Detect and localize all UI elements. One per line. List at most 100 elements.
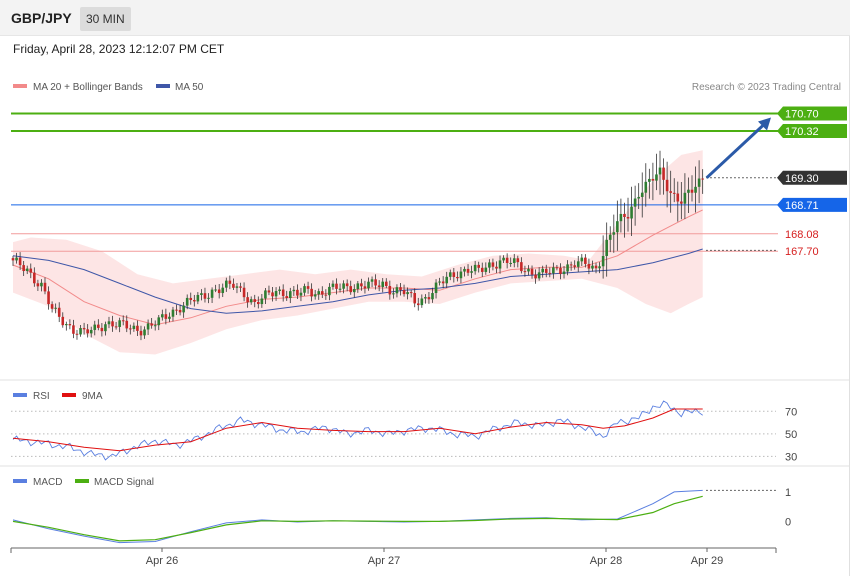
- candle-bearish: [388, 285, 392, 295]
- candle-bearish: [544, 268, 548, 273]
- level-label: 168.08: [785, 229, 819, 241]
- level-tag-label: 169.30: [785, 173, 819, 185]
- candle-bearish: [520, 262, 523, 272]
- candle-bearish: [114, 326, 118, 328]
- candle-bearish: [86, 329, 89, 334]
- candle-bearish: [306, 286, 310, 289]
- ma50-line: [12, 248, 703, 314]
- candle-bullish: [370, 279, 374, 282]
- candle-bullish: [591, 265, 594, 269]
- candle-bullish: [107, 321, 111, 325]
- candle-bullish: [288, 291, 292, 299]
- macd-line: [12, 489, 703, 544]
- candle-bullish: [342, 283, 345, 289]
- ma20-legend-swatch: [13, 84, 27, 88]
- candle-bearish: [50, 304, 54, 309]
- candle-bearish: [139, 330, 143, 336]
- candle-bullish: [200, 293, 203, 295]
- candle-bullish: [367, 281, 370, 289]
- candle-bearish: [72, 325, 75, 334]
- forecast-arrow-head: [758, 117, 771, 131]
- candle-bearish: [651, 178, 655, 181]
- macd-signal-legend-label: MACD Signal: [94, 477, 154, 488]
- macd-legend-swatch: [13, 479, 27, 483]
- candle-bearish: [11, 258, 15, 261]
- candle-bullish: [303, 286, 306, 293]
- rsi-tick-label: 30: [785, 451, 797, 463]
- candle-bearish: [377, 285, 381, 287]
- level-tag-target: [777, 106, 847, 121]
- candle-bullish: [79, 328, 82, 335]
- candle-bullish: [616, 221, 619, 233]
- candle-bearish: [217, 289, 221, 294]
- candle-bearish: [491, 262, 495, 267]
- candle-bullish: [104, 324, 107, 332]
- candle-bullish: [93, 324, 97, 330]
- level-tag-pivot: [777, 197, 847, 212]
- macd-panel: 10: [12, 487, 791, 544]
- candle-bullish: [54, 307, 57, 309]
- candle-bullish: [260, 298, 264, 305]
- rsi-ma-line: [12, 408, 703, 452]
- candle-bearish: [324, 294, 328, 296]
- candle-bullish: [207, 297, 210, 299]
- candle-bullish: [249, 299, 253, 303]
- chart-header: GBP/JPY 30 MIN: [0, 0, 850, 36]
- candle-bullish: [633, 198, 637, 207]
- interval-button[interactable]: 30 MIN: [80, 7, 131, 31]
- candle-bullish: [235, 286, 239, 288]
- macd-tick-label: 1: [785, 487, 791, 499]
- candle-bearish: [345, 283, 349, 287]
- candle-bullish: [488, 262, 491, 268]
- candle-bearish: [523, 271, 527, 273]
- candle-bearish: [335, 283, 338, 289]
- candle-bearish: [534, 274, 537, 279]
- candle-bullish: [612, 232, 616, 235]
- rsi-tick-label: 50: [785, 429, 797, 441]
- candle-bearish: [416, 303, 420, 306]
- candle-bullish: [655, 174, 658, 181]
- candle-bearish: [203, 293, 207, 299]
- candle-bearish: [125, 320, 129, 329]
- bollinger-band: [13, 150, 703, 355]
- candle-bearish: [75, 333, 79, 335]
- chart-timestamp: Friday, April 28, 2023 12:12:07 PM CET: [13, 42, 225, 56]
- candle-bearish: [296, 289, 299, 296]
- ma50-legend-swatch: [156, 84, 170, 88]
- candle-bearish: [559, 267, 562, 275]
- candle-bearish: [111, 321, 114, 327]
- candle-bullish: [566, 264, 569, 272]
- candle-bullish: [168, 316, 171, 319]
- candle-bearish: [61, 316, 65, 326]
- candle-bearish: [193, 300, 196, 302]
- candle-bullish: [502, 257, 505, 261]
- candle-bearish: [43, 282, 47, 292]
- level-tag-target: [777, 123, 847, 138]
- candle-bearish: [548, 272, 552, 274]
- candle-bullish: [292, 289, 296, 292]
- macd-signal-line: [12, 495, 703, 542]
- candle-bullish: [687, 189, 690, 193]
- candle-bullish: [264, 290, 267, 299]
- macd-signal-legend-swatch: [75, 479, 89, 483]
- candle-bullish: [697, 178, 701, 187]
- candle-bullish: [313, 294, 317, 297]
- candle-bearish: [189, 297, 193, 301]
- candle-bullish: [445, 276, 449, 284]
- candle-bearish: [690, 189, 694, 193]
- candle-bullish: [630, 206, 633, 219]
- candle-bearish: [374, 279, 377, 286]
- candle-bullish: [424, 297, 427, 299]
- candle-bearish: [672, 192, 676, 194]
- candle-bullish: [196, 294, 200, 302]
- time-axis: Apr 26 Apr 27 Apr 28 Apr 29: [10, 547, 777, 567]
- candle-bullish: [658, 167, 662, 175]
- candle-bearish: [164, 314, 168, 319]
- candle-bearish: [82, 328, 86, 330]
- candle-bullish: [299, 292, 303, 296]
- candle-bearish: [594, 265, 598, 269]
- macd-tick-label: 0: [785, 516, 791, 528]
- candle-bearish: [662, 167, 665, 180]
- candle-bearish: [285, 296, 289, 299]
- candle-bearish: [480, 267, 484, 272]
